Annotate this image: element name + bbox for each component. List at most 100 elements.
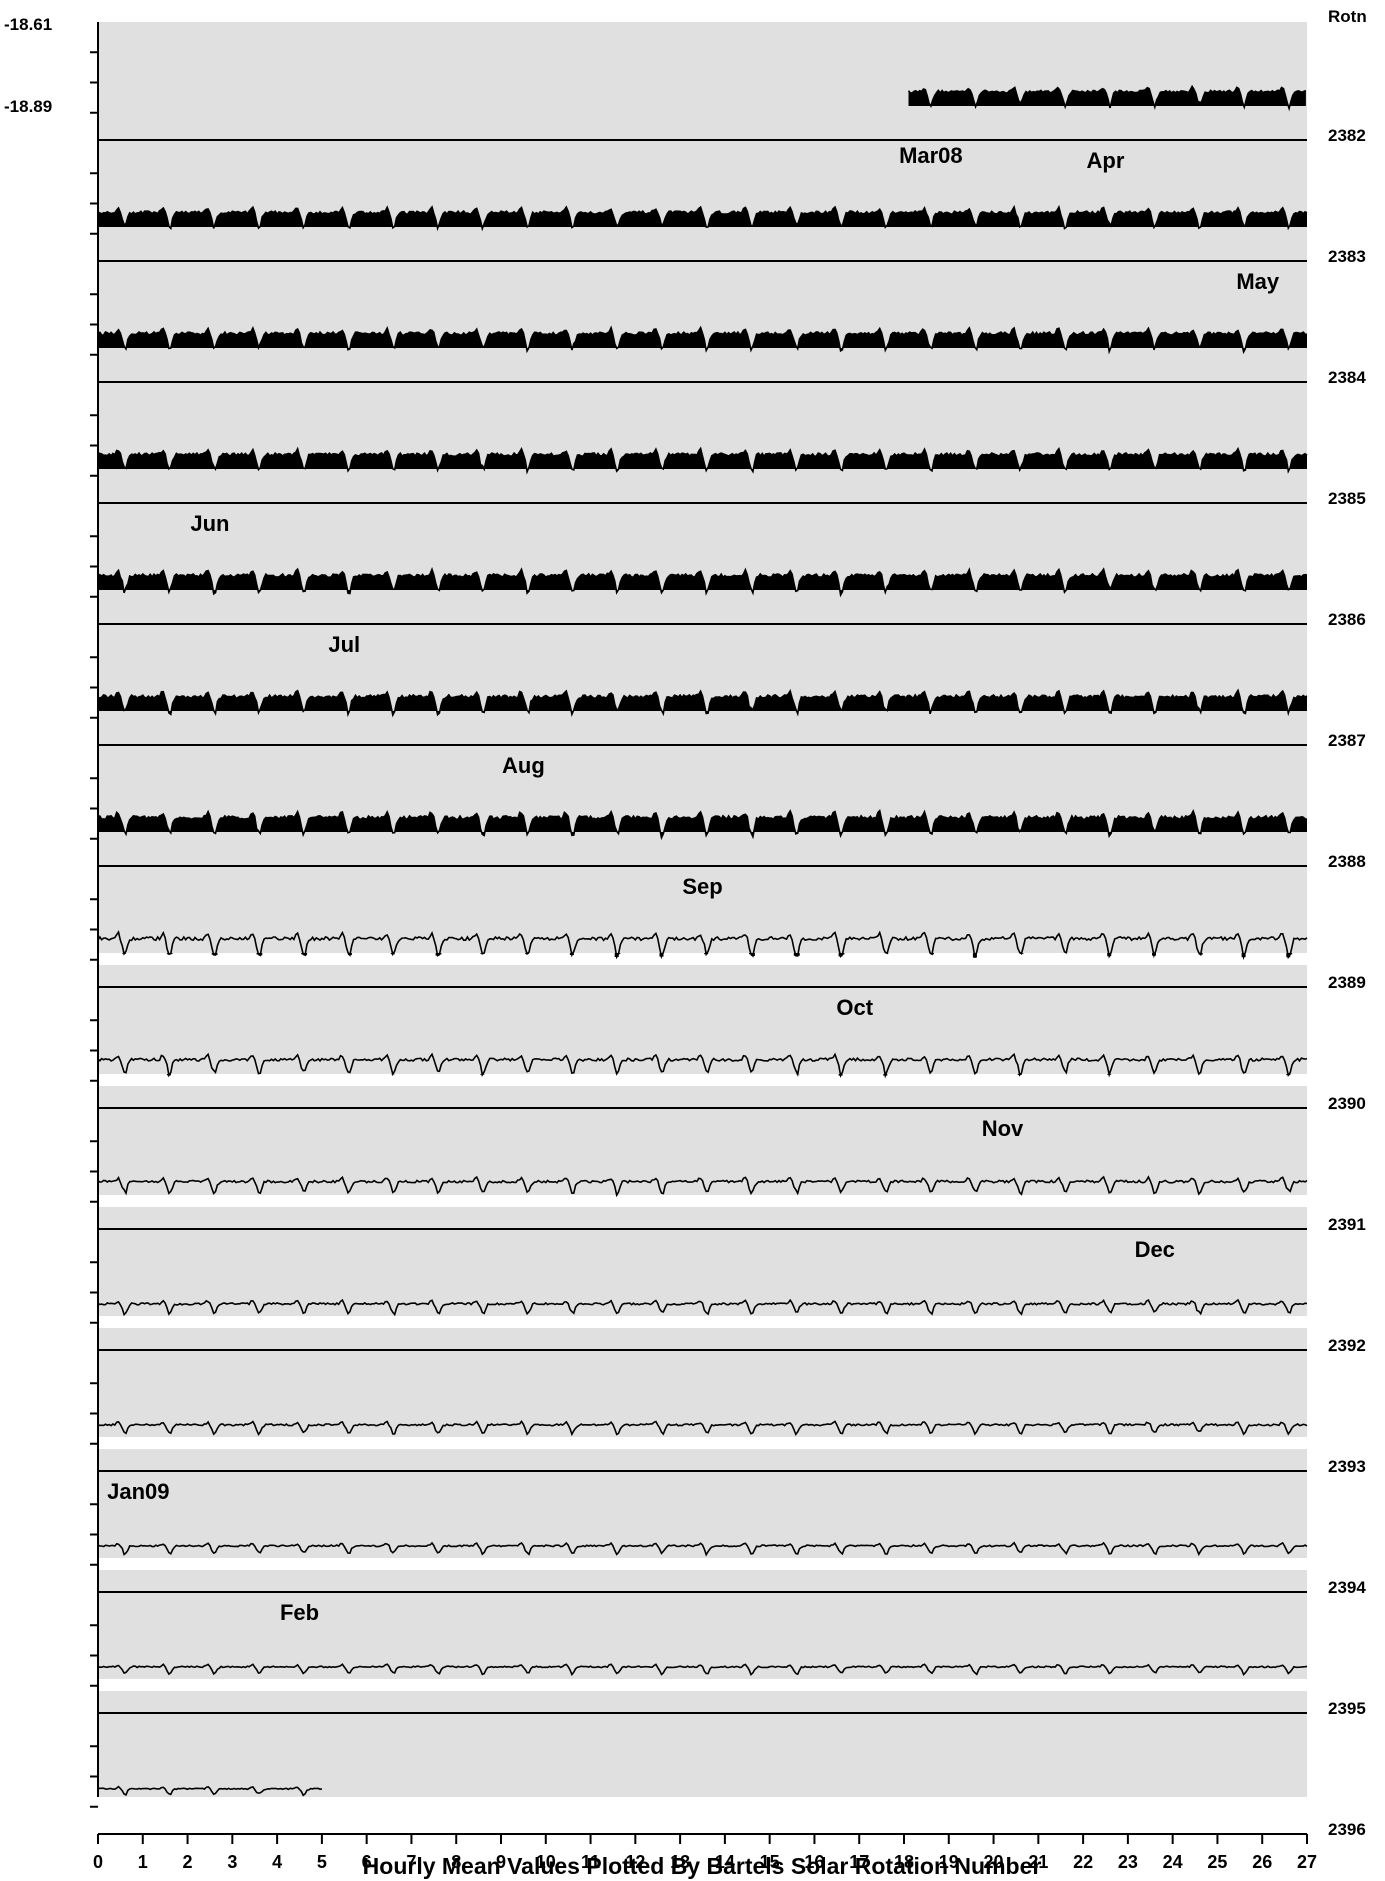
rotation-label: 2387 [1328,731,1366,750]
x-tick-label: 9 [496,1852,506,1872]
rotation-row-2388: 2388 Aug [90,753,1366,871]
x-tick-label: 16 [804,1852,824,1872]
month-label: Oct [836,995,873,1020]
rotation-label: 2382 [1328,126,1366,145]
rotation-label: 2393 [1328,1457,1366,1476]
rotation-row-2385: 2385 [90,414,1366,508]
rotation-row-2391: 2391 Nov [90,1116,1366,1234]
series-line [97,1298,1308,1317]
x-tick-label: 6 [362,1852,372,1872]
rotation-row-2393: 2393 [90,1382,1366,1476]
x-tick-label: 25 [1207,1852,1227,1872]
x-tick-label: 21 [1028,1852,1048,1872]
y-axis-top-label: -18.61 [4,15,52,34]
series-line [97,930,1308,961]
x-tick-label: 10 [536,1852,556,1872]
x-tick-label: 0 [93,1852,103,1872]
x-tick-label: 8 [451,1852,461,1872]
x-tick-label: 2 [183,1852,193,1872]
x-tick-label: 1 [138,1852,148,1872]
rotation-row-2392: 2392 Dec [90,1237,1366,1355]
baseline-band [98,1074,1307,1086]
series-area [98,690,1307,715]
series-line [97,566,1308,598]
rotation-header: Rotn [1328,7,1367,26]
x-tick-label: 23 [1118,1852,1138,1872]
baseline-band [98,1437,1307,1449]
baseline-band [98,1195,1307,1207]
rotation-label: 2390 [1328,1094,1366,1113]
month-label: Nov [982,1116,1024,1141]
series-line [97,1419,1308,1437]
x-tick-label: 22 [1073,1852,1093,1872]
rotation-label: 2385 [1328,489,1366,508]
rotation-row-2383: 2383 Apr [90,148,1366,266]
rotation-label: 2396 [1328,1820,1366,1839]
rotation-row-2394: 2394 Jan09 [90,1479,1366,1597]
rotation-label: 2383 [1328,247,1366,266]
series-line [97,1175,1308,1198]
x-tick-label: 26 [1252,1852,1272,1872]
baseline-band [98,1558,1307,1570]
x-tick-label: 12 [625,1852,645,1872]
baseline-band [98,1800,322,1812]
rotation-row-2390: 2390 Oct [90,995,1366,1113]
rotation-rows: 2382 Mar08 2383 Apr 2384 May 2385 2386 Jun 2387 Ju… [90,51,1366,1839]
month-label: May [1236,269,1280,294]
month-label: Sep [682,874,722,899]
x-tick-label: 3 [227,1852,237,1872]
month-label: Feb [280,1600,319,1625]
x-tick-label: 17 [849,1852,869,1872]
x-tick-label: 18 [894,1852,914,1872]
series-area [98,207,1307,229]
series-line [907,84,1307,112]
series-line [97,1663,1308,1677]
rotation-row-2396: 2396 [90,1745,1366,1839]
rotation-label: 2392 [1328,1336,1366,1355]
rotation-row-2382: 2382 Mar08 [90,51,1366,168]
month-label: Jul [328,632,360,657]
rotation-row-2387: 2387 Jul [90,632,1366,750]
x-tick-label: 5 [317,1852,327,1872]
month-label: Aug [502,753,545,778]
baseline-band [98,953,1307,965]
series-line [97,688,1308,718]
rotation-label: 2386 [1328,610,1366,629]
series-line [97,1052,1308,1079]
rotation-row-2395: 2395 Feb [90,1600,1366,1718]
rotation-row-2384: 2384 May [90,269,1366,387]
series-line [97,446,1308,475]
series-line [97,325,1308,355]
rotation-label: 2384 [1328,368,1366,387]
x-tick-label: 15 [760,1852,780,1872]
x-tick-label: 24 [1163,1852,1183,1872]
x-tick-label: 14 [715,1852,735,1872]
baseline-band [98,1316,1307,1328]
rotation-label: 2395 [1328,1699,1366,1718]
series-line [97,1541,1308,1557]
rotation-row-2386: 2386 Jun [90,511,1366,629]
month-label: Dec [1135,1237,1175,1262]
x-tick-label: 13 [670,1852,690,1872]
series-area [98,327,1307,352]
x-axis: 0 1 2 3 4 5 6 7 8 9 10 11 12 13 14 15 16 17 18 19 20 21 22 23 24… [93,1834,1317,1872]
rotation-row-2389: 2389 Sep [90,874,1366,992]
month-label: Apr [1087,148,1125,173]
baseline-band [98,1679,1307,1691]
x-tick-label: 4 [272,1852,282,1872]
x-axis-title: Hourly Mean Values Plotted By Bartels So… [363,1853,1042,1879]
plot-background [98,22,1307,1797]
y-axis-bottom-label: -18.89 [4,97,52,116]
series-line [97,808,1308,841]
rotation-label: 2394 [1328,1578,1366,1597]
month-label: Jun [190,511,229,536]
month-label: Mar08 [899,143,963,168]
x-tick-label: 20 [984,1852,1004,1872]
x-tick-label: 7 [406,1852,416,1872]
month-label: Jan09 [107,1479,169,1504]
series-line [97,1785,323,1797]
rotation-label: 2389 [1328,973,1366,992]
x-tick-label: 11 [581,1852,600,1872]
x-tick-label: 27 [1297,1852,1317,1872]
